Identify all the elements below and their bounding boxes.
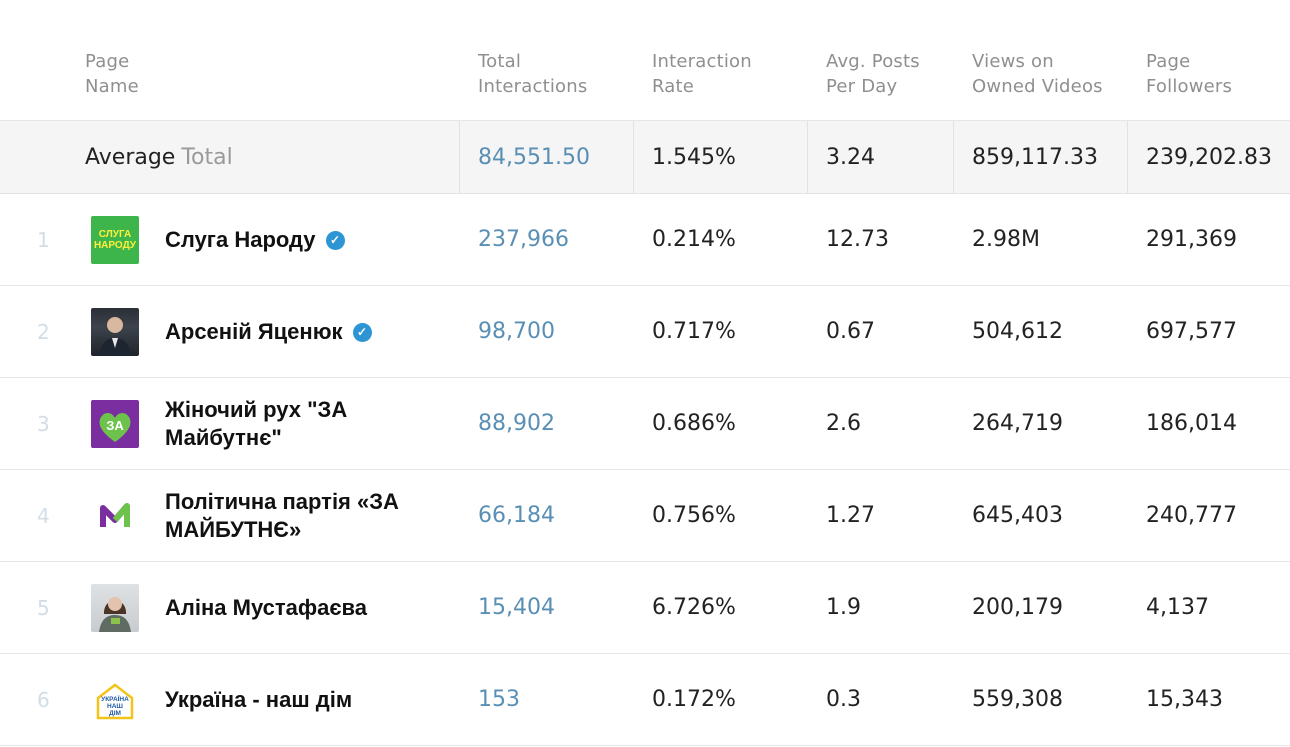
- average-label[interactable]: Average: [85, 145, 176, 170]
- total-toggle[interactable]: Total: [181, 145, 233, 170]
- page-name-cell: Слуга Народу ✓: [165, 194, 455, 285]
- page-name-link[interactable]: Арсеній Яценюк ✓: [165, 318, 372, 346]
- interaction-rate: 0.172%: [652, 687, 736, 712]
- column-header-avg-posts[interactable]: Avg. Posts Per Day: [826, 51, 920, 97]
- total-interactions[interactable]: 88,902: [478, 411, 555, 436]
- avg-posts: 0.3: [826, 687, 861, 712]
- avg-posts: 0.67: [826, 319, 875, 344]
- total-interactions[interactable]: 66,184: [478, 503, 555, 528]
- page-name-cell: Аліна Мустафаєва: [165, 562, 455, 653]
- followers: 4,137: [1146, 595, 1209, 620]
- house-logo-icon[interactable]: УКРАЇНА НАШ ДІМ: [91, 676, 139, 724]
- verified-badge-icon: ✓: [352, 323, 372, 343]
- views: 2.98M: [972, 227, 1040, 252]
- total-interactions[interactable]: 15,404: [478, 595, 555, 620]
- svg-text:НАШ: НАШ: [107, 703, 123, 710]
- m-checkmark-logo-icon[interactable]: [91, 492, 139, 540]
- page-name-link[interactable]: Політична партія «ЗА МАЙБУТНЄ»: [165, 488, 399, 542]
- column-divider: [807, 121, 808, 194]
- total-interactions[interactable]: 98,700: [478, 319, 555, 344]
- interaction-rate: 0.214%: [652, 227, 736, 252]
- followers: 186,014: [1146, 411, 1237, 436]
- page-name-link[interactable]: Україна - наш дім: [165, 686, 353, 712]
- avg-posts: 12.73: [826, 227, 889, 252]
- avg-posts: 1.9: [826, 595, 861, 620]
- table-row[interactable]: 2 Арсеній Яценюк ✓ 98,700 0.717% 0.67 504…: [0, 286, 1290, 378]
- svg-text:УКРАЇНА: УКРАЇНА: [101, 695, 129, 703]
- page-name-cell: Арсеній Яценюк ✓: [165, 286, 455, 377]
- column-divider: [633, 121, 634, 194]
- person-silhouette-icon: [99, 317, 131, 356]
- rank: 6: [37, 687, 50, 712]
- rank: 3: [37, 411, 50, 436]
- avg-posts: 2.6: [826, 411, 861, 436]
- column-divider: [459, 121, 460, 194]
- interaction-rate: 0.717%: [652, 319, 736, 344]
- average-row: Average Total 84,551.50 1.545% 3.24 859,1…: [0, 121, 1290, 194]
- average-followers: 239,202.83: [1146, 145, 1272, 170]
- interaction-rate: 0.756%: [652, 503, 736, 528]
- rank: 1: [37, 227, 50, 252]
- page-name-cell: Жіночий рух "ЗА Майбутнє": [165, 378, 455, 469]
- views: 504,612: [972, 319, 1063, 344]
- average-total-interactions: 84,551.50: [478, 145, 590, 170]
- column-header-total-interactions[interactable]: Total Interactions: [478, 51, 588, 97]
- average-interaction-rate: 1.545%: [652, 145, 736, 170]
- verified-badge-icon: ✓: [325, 231, 345, 251]
- avg-posts: 1.27: [826, 503, 875, 528]
- total-interactions[interactable]: 237,966: [478, 227, 569, 252]
- rank: 5: [37, 595, 50, 620]
- portrait-photo-icon[interactable]: [91, 308, 139, 356]
- rank: 2: [37, 319, 50, 344]
- table-row[interactable]: 5 Аліна Мустафаєва 15,404 6.726% 1.9 200…: [0, 562, 1290, 654]
- interaction-rate: 6.726%: [652, 595, 736, 620]
- person-silhouette-icon: [99, 597, 131, 632]
- table-row[interactable]: 4 Політична партія «ЗА МАЙБУТНЄ» 66,184 …: [0, 470, 1290, 562]
- followers: 15,343: [1146, 687, 1223, 712]
- views: 264,719: [972, 411, 1063, 436]
- sluha-narodu-logo-icon[interactable]: СЛУГА НАРОДУ: [91, 216, 139, 264]
- followers: 697,577: [1146, 319, 1237, 344]
- column-divider: [953, 121, 954, 194]
- table-row[interactable]: 1 СЛУГА НАРОДУ Слуга Народу ✓ 237,966 0.2…: [0, 194, 1290, 286]
- column-header-views[interactable]: Views on Owned Videos: [972, 51, 1103, 97]
- table-row[interactable]: 3 ЗА Жіночий рух "ЗА Майбутнє" 88,902 0.…: [0, 378, 1290, 470]
- page-name-cell: Політична партія «ЗА МАЙБУТНЄ»: [165, 470, 455, 561]
- svg-text:ДІМ: ДІМ: [109, 710, 121, 717]
- page-name-cell: Україна - наш дім: [165, 654, 455, 745]
- interaction-rate: 0.686%: [652, 411, 736, 436]
- views: 645,403: [972, 503, 1063, 528]
- column-header-followers[interactable]: Page Followers: [1146, 51, 1233, 97]
- average-views: 859,117.33: [972, 145, 1098, 170]
- column-header-page-name[interactable]: Page Name: [85, 51, 139, 97]
- column-header-interaction-rate[interactable]: Interaction Rate: [652, 51, 752, 97]
- table-row[interactable]: 6 УКРАЇНА НАШ ДІМ Україна - наш дім 153 …: [0, 654, 1290, 746]
- page-name-link[interactable]: Слуга Народу ✓: [165, 226, 345, 254]
- svg-text:ЗА: ЗА: [106, 418, 124, 433]
- average-avg-posts: 3.24: [826, 145, 875, 170]
- rank: 4: [37, 503, 50, 528]
- page-name-link[interactable]: Аліна Мустафаєва: [165, 594, 367, 620]
- views: 559,308: [972, 687, 1063, 712]
- followers: 240,777: [1146, 503, 1237, 528]
- column-divider: [1127, 121, 1128, 194]
- za-heart-logo-icon[interactable]: ЗА: [91, 400, 139, 448]
- total-interactions[interactable]: 153: [478, 687, 520, 712]
- followers: 291,369: [1146, 227, 1237, 252]
- page-name-link[interactable]: Жіночий рух "ЗА Майбутнє": [165, 396, 348, 450]
- portrait-photo-icon[interactable]: [91, 584, 139, 632]
- table-header: Page Name Total Interactions Interaction…: [0, 0, 1290, 121]
- average-label-cell: Average Total: [85, 121, 233, 194]
- views: 200,179: [972, 595, 1063, 620]
